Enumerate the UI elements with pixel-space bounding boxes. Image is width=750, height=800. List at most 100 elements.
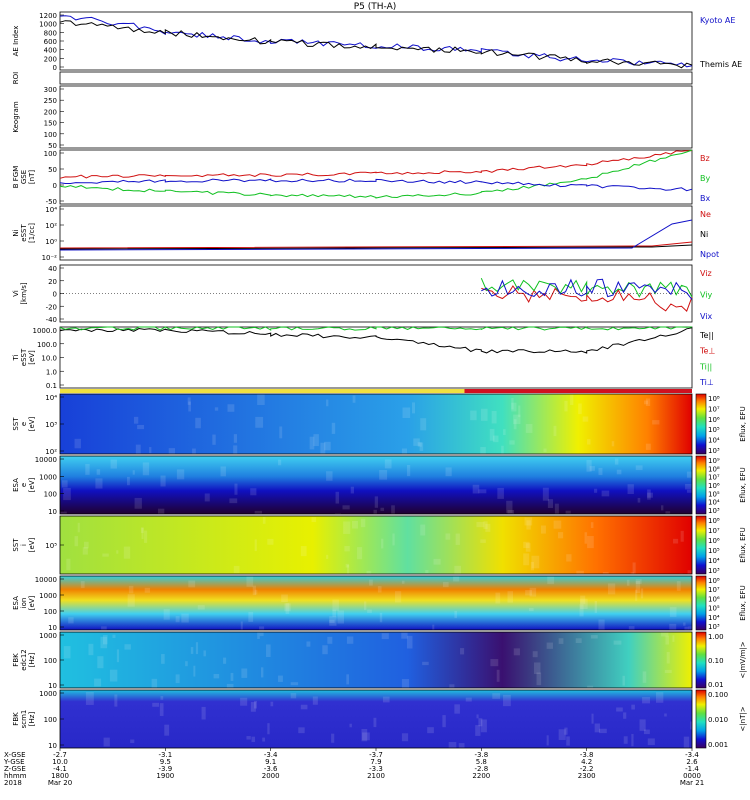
- x-tick-label: -3.8: [580, 751, 594, 759]
- frame-bfgm: [59, 149, 693, 205]
- texture: [607, 583, 616, 595]
- texture: [666, 651, 670, 664]
- texture: [614, 458, 619, 465]
- colorbar-tick: 10⁴: [708, 499, 720, 507]
- texture: [543, 448, 547, 453]
- colorbar-tick: 1.00: [708, 633, 724, 641]
- texture: [88, 643, 94, 656]
- texture: [553, 425, 557, 437]
- y-label: Ni: [12, 229, 20, 236]
- y-label: Keogram: [12, 101, 20, 132]
- colorbar-label: Eflux, EFU: [739, 585, 747, 620]
- texture: [664, 669, 672, 674]
- texture: [187, 397, 191, 405]
- texture: [392, 533, 395, 546]
- texture: [159, 703, 164, 716]
- texture: [599, 728, 607, 734]
- colorbar-tick: 10⁴: [708, 437, 720, 445]
- texture: [602, 571, 609, 574]
- texture: [455, 533, 460, 545]
- texture: [470, 410, 477, 421]
- texture: [536, 672, 542, 686]
- texture: [300, 546, 307, 557]
- texture: [100, 636, 108, 649]
- colorbar-tick: 10⁸: [708, 517, 720, 525]
- texture: [223, 657, 227, 664]
- texture: [248, 611, 254, 622]
- y-tick-label: 1000: [39, 473, 57, 481]
- texture: [523, 553, 530, 566]
- series-ti: [59, 326, 693, 331]
- texture: [124, 644, 131, 650]
- texture: [616, 469, 622, 475]
- texture: [380, 507, 385, 511]
- texture: [525, 543, 531, 552]
- frame-ni: [59, 205, 693, 261]
- texture: [631, 704, 635, 710]
- y-label: FBK: [12, 712, 20, 726]
- texture: [401, 448, 408, 454]
- texture: [688, 626, 695, 630]
- texture: [524, 517, 533, 526]
- x-tick-label: 9.1: [265, 758, 276, 766]
- frame-esa_e: [59, 455, 693, 515]
- texture: [422, 661, 429, 666]
- x-tick-label: Mar 20: [48, 779, 72, 787]
- texture: [85, 463, 90, 475]
- texture: [157, 508, 165, 514]
- texture: [152, 702, 159, 707]
- x-tick-label: -3.8: [474, 751, 488, 759]
- texture: [480, 408, 488, 421]
- texture: [570, 394, 574, 406]
- texture: [420, 524, 426, 536]
- y-tick-label: 1000.0: [33, 327, 58, 335]
- y-label: [eV]: [28, 416, 36, 431]
- texture: [331, 422, 336, 434]
- texture: [373, 509, 377, 514]
- texture: [503, 694, 511, 707]
- texture: [377, 586, 382, 593]
- panel-ti: Ti eSST [eV] 1000.0 100.0 10.0 1.0 0.1 Te|| Te⊥ Ti…: [12, 326, 715, 390]
- texture: [160, 696, 164, 700]
- texture: [298, 727, 305, 734]
- texture: [85, 692, 94, 705]
- colorbar-tick: 10³: [708, 567, 720, 575]
- texture: [66, 558, 71, 571]
- texture: [346, 636, 354, 644]
- texture: [101, 626, 107, 630]
- texture: [575, 638, 582, 644]
- x-tick-label: -4.1: [53, 765, 67, 773]
- y-tick-label: 10⁻²: [42, 254, 58, 262]
- texture: [346, 674, 350, 685]
- texture: [313, 434, 319, 447]
- texture: [284, 603, 291, 612]
- texture: [401, 632, 408, 639]
- y-label: SST: [12, 538, 20, 552]
- texture: [114, 694, 118, 707]
- legend-entry: Ti||: [699, 362, 712, 371]
- texture: [680, 530, 684, 542]
- y-tick-label: 100: [44, 150, 57, 158]
- texture: [492, 435, 499, 443]
- colorbar-tick: 10⁷: [708, 474, 720, 482]
- spectrogram-sst_i: [60, 516, 692, 574]
- x-tick-label: 5.8: [476, 758, 487, 766]
- y-tick-label: 50: [48, 166, 57, 174]
- y-label: ESA: [12, 478, 20, 492]
- legend-entry: Viy: [700, 291, 713, 300]
- texture: [77, 522, 80, 533]
- texture: [335, 491, 340, 504]
- texture: [449, 684, 455, 688]
- colorbar-tick: 0.010: [708, 716, 728, 724]
- texture: [379, 470, 388, 480]
- texture: [454, 610, 458, 619]
- texture: [334, 513, 341, 514]
- texture: [197, 605, 205, 610]
- x-tick-label: -3.7: [369, 751, 383, 759]
- y-label: Ti: [12, 354, 20, 361]
- legend-entry: Vix: [700, 312, 713, 321]
- panel-bg-bfgm: [60, 150, 692, 204]
- texture: [362, 732, 370, 741]
- texture: [475, 725, 481, 736]
